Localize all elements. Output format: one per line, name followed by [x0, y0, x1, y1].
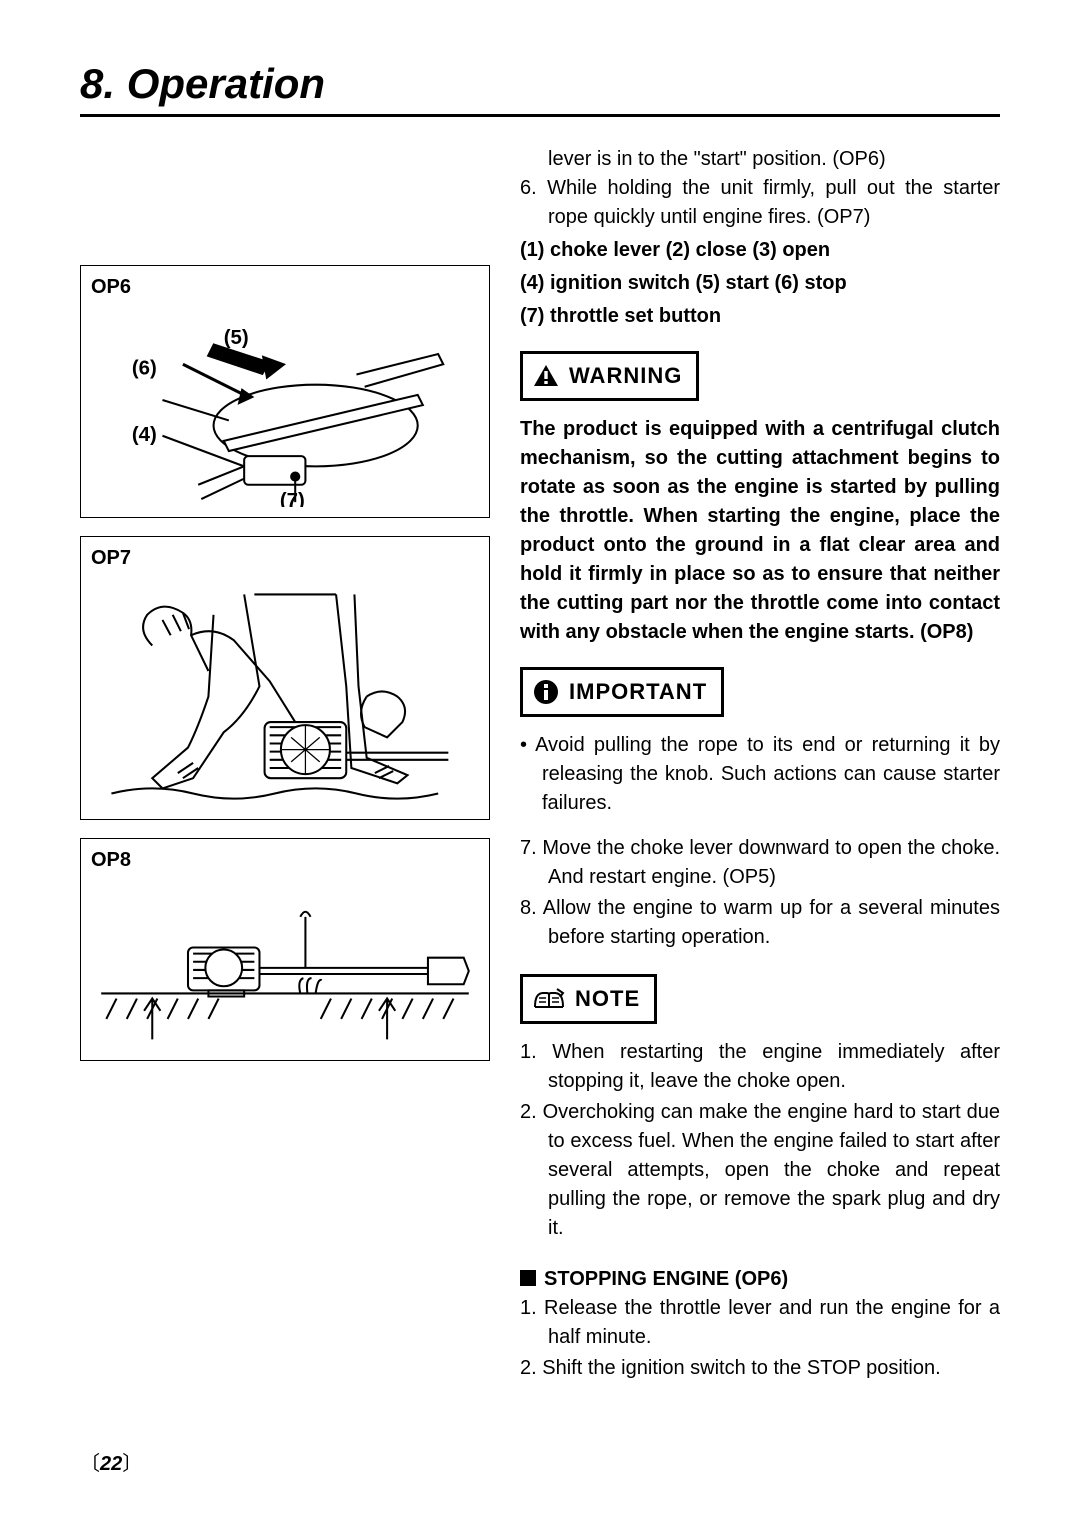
intro-steps: 6. While holding the unit firmly, pull o… [520, 174, 1000, 232]
continuation-text: lever is in to the "start" position. (OP… [520, 145, 1000, 174]
op6-callout-7: (7) [280, 490, 305, 507]
op7-illustration [91, 574, 479, 809]
figure-op7-label: OP7 [91, 547, 479, 570]
legend-line-2: (4) ignition switch (5) start (6) stop [520, 269, 1000, 298]
warning-icon [533, 364, 559, 388]
step-8-num: 8. [520, 897, 537, 919]
section-title: 8. Operation [80, 60, 1000, 117]
note-2: 2. Overchoking can make the engine hard … [520, 1098, 1000, 1243]
stopping-1: 1. Release the throttle lever and run th… [520, 1294, 1000, 1352]
op6-callout-5: (5) [224, 327, 249, 349]
page-bracket-close: 〕 [122, 1453, 142, 1475]
step-8-text: Allow the engine to warm up for a severa… [543, 897, 1000, 948]
step-7-text: Move the choke lever downward to open th… [542, 837, 1000, 888]
step-8: 8. Allow the engine to warm up for a sev… [520, 894, 1000, 952]
figure-op7: OP7 [80, 536, 490, 820]
note-list: 1. When restarting the engine immediatel… [520, 1038, 1000, 1243]
op6-callout-6: (6) [132, 357, 157, 379]
op6-illustration: (5) (6) (4) (7) [91, 303, 479, 507]
figure-op6: OP6 (5 [80, 265, 490, 518]
note-2-text: Overchoking can make the engine hard to … [543, 1101, 1000, 1239]
op6-callout-4: (4) [132, 424, 157, 446]
text-column: lever is in to the "start" position. (OP… [520, 145, 1000, 1385]
resume-steps: 7. Move the choke lever downward to open… [520, 834, 1000, 952]
legend-line-3: (7) throttle set button [520, 302, 1000, 331]
page-number-value: 22 [100, 1453, 122, 1475]
step-6-text: While holding the unit firmly, pull out … [547, 177, 1000, 228]
stopping-2-text: Shift the ignition switch to the STOP po… [542, 1357, 940, 1379]
stopping-2: 2. Shift the ignition switch to the STOP… [520, 1354, 1000, 1383]
warning-callout: WARNING [520, 351, 699, 401]
important-label: IMPORTANT [569, 676, 707, 708]
warning-label: WARNING [569, 360, 682, 392]
stopping-1-num: 1. [520, 1297, 537, 1319]
page-number: 〔22〕 [80, 1447, 142, 1476]
warning-text: The product is equipped with a centrifug… [520, 415, 1000, 647]
important-callout: IMPORTANT [520, 667, 724, 717]
figure-op8-label: OP8 [91, 849, 479, 872]
important-list: Avoid pulling the rope to its end or ret… [520, 731, 1000, 818]
stopping-1-text: Release the throttle lever and run the e… [544, 1297, 1000, 1348]
step-7-num: 7. [520, 837, 537, 859]
step-6: 6. While holding the unit firmly, pull o… [520, 174, 1000, 232]
note-icon [533, 987, 565, 1011]
important-bullet-1: Avoid pulling the rope to its end or ret… [520, 731, 1000, 818]
op8-illustration [91, 876, 479, 1050]
legend-line-1: (1) choke lever (2) close (3) open [520, 236, 1000, 265]
note-callout: NOTE [520, 974, 657, 1024]
note-1: 1. When restarting the engine immediatel… [520, 1038, 1000, 1096]
page-bracket-open: 〔 [80, 1453, 100, 1475]
step-7: 7. Move the choke lever downward to open… [520, 834, 1000, 892]
step-6-num: 6. [520, 177, 537, 199]
stopping-heading: STOPPING ENGINE (OP6) [520, 1265, 1000, 1294]
figures-column: OP6 (5 [80, 145, 490, 1385]
important-icon [533, 679, 559, 705]
note-1-num: 1. [520, 1041, 537, 1063]
stopping-heading-text: STOPPING ENGINE (OP6) [544, 1268, 788, 1290]
square-bullet-icon [520, 1270, 536, 1286]
stopping-steps: 1. Release the throttle lever and run th… [520, 1294, 1000, 1383]
note-1-text: When restarting the engine immediately a… [548, 1041, 1000, 1092]
stopping-2-num: 2. [520, 1357, 537, 1379]
note-label: NOTE [575, 983, 640, 1015]
two-column-layout: OP6 (5 [80, 145, 1000, 1385]
figure-op8: OP8 [80, 838, 490, 1061]
note-2-num: 2. [520, 1101, 537, 1123]
figure-op6-label: OP6 [91, 276, 479, 299]
